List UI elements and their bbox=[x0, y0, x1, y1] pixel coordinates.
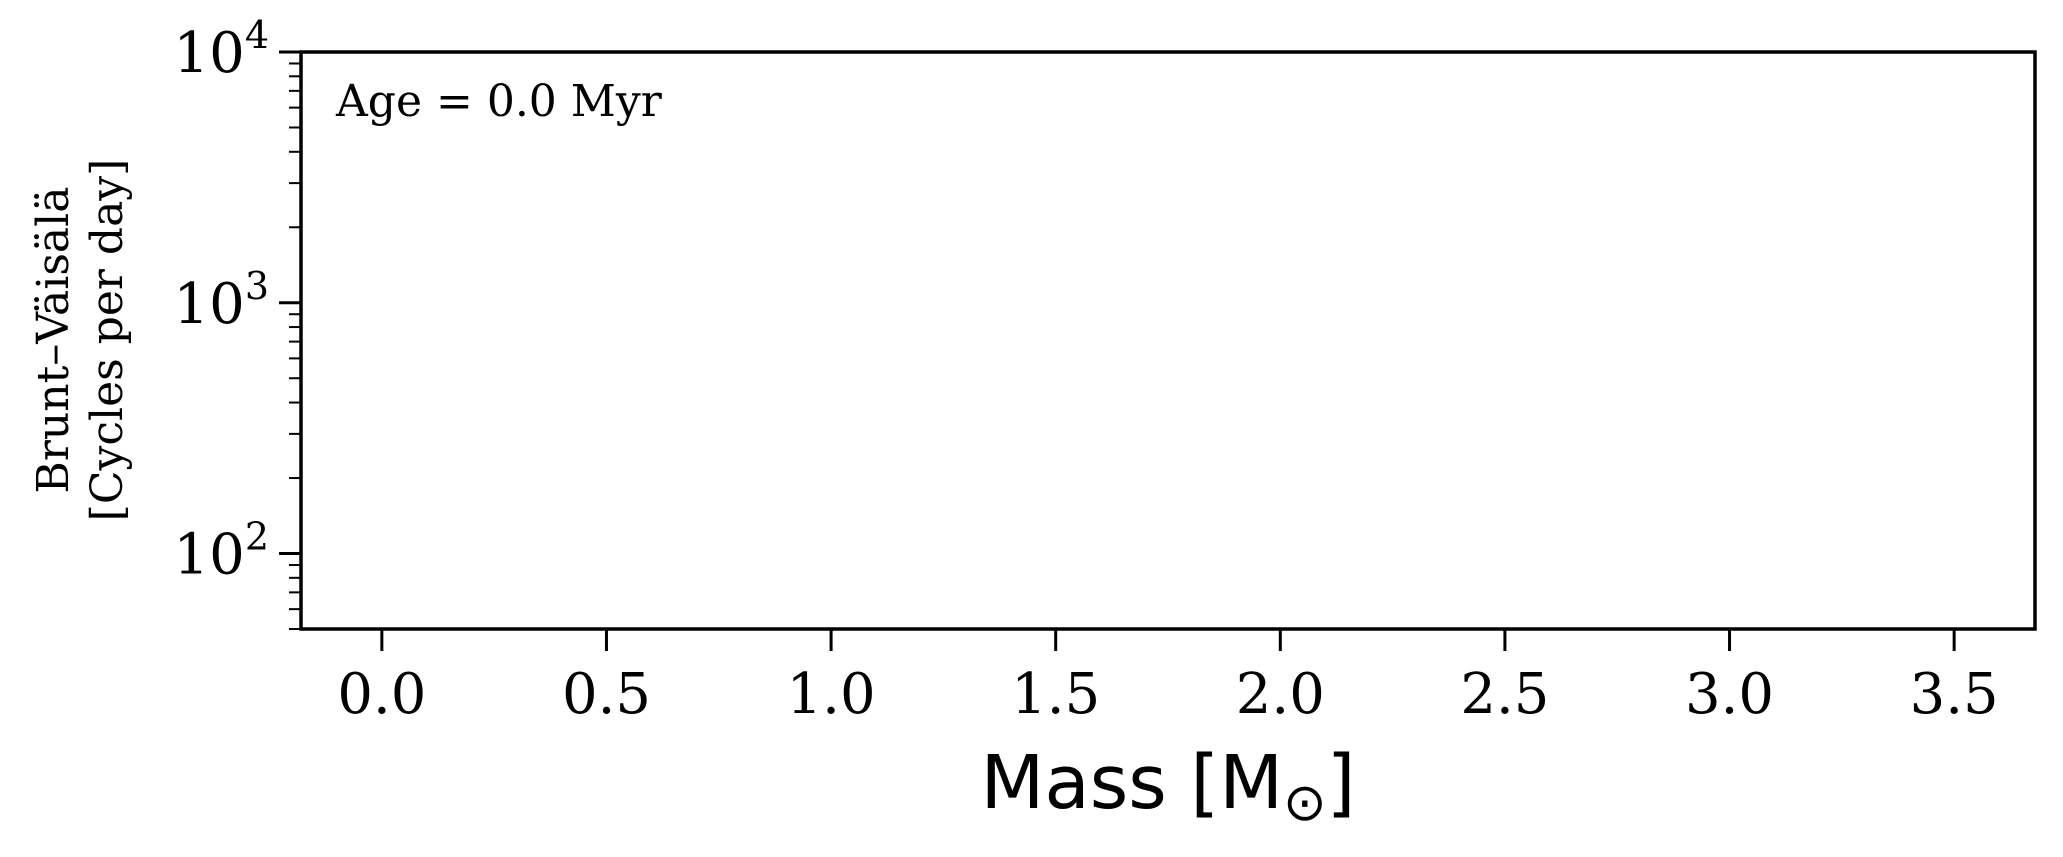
y-tick-label: 102 bbox=[174, 515, 269, 588]
y-axis-label: Brunt–Väisälä [Cycles per day] bbox=[28, 159, 133, 522]
y-tick-label-exponent: 2 bbox=[245, 515, 269, 559]
x-tick-label: 0.0 bbox=[337, 662, 426, 727]
y-tick-label-base: 10 bbox=[174, 272, 245, 337]
x-tick-label: 1.5 bbox=[1011, 662, 1100, 727]
y-axis-label-line1: Brunt–Väisälä bbox=[28, 187, 79, 494]
x-axis-label-text: Mass [M bbox=[981, 740, 1284, 826]
y-tick-label-base: 10 bbox=[174, 523, 245, 588]
plot-area-frame bbox=[299, 50, 2037, 631]
age-annotation: Age = 0.0 Myr bbox=[335, 76, 663, 127]
x-tick-label: 3.0 bbox=[1685, 662, 1774, 727]
x-tick-label: 3.5 bbox=[1910, 662, 1999, 727]
y-tick-label-exponent: 3 bbox=[245, 264, 269, 308]
y-tick-label: 104 bbox=[174, 13, 269, 86]
x-tick-label: 2.0 bbox=[1236, 662, 1325, 727]
y-tick-label-exponent: 4 bbox=[245, 13, 269, 57]
y-tick-label-base: 10 bbox=[174, 21, 245, 86]
y-axis-label-line2: [Cycles per day] bbox=[82, 159, 133, 522]
x-tick-label: 2.5 bbox=[1460, 662, 1549, 727]
x-axis-label: Mass [M⊙] bbox=[981, 740, 1356, 833]
x-axis-label-subscript: ⊙ bbox=[1283, 773, 1327, 833]
x-tick-label: 0.5 bbox=[562, 662, 651, 727]
y-tick-label: 103 bbox=[174, 264, 269, 337]
x-tick-label: 1.0 bbox=[787, 662, 876, 727]
x-axis-label-close: ] bbox=[1327, 740, 1356, 826]
